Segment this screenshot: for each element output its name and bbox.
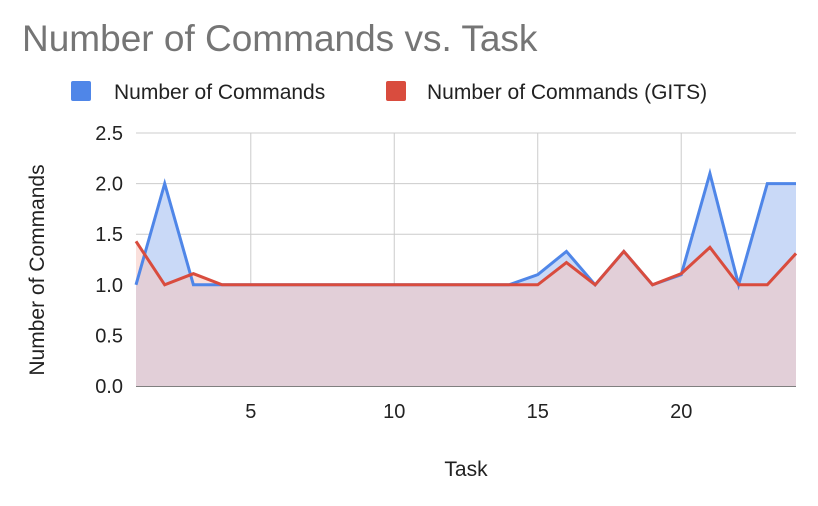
- y-axis-ticks: 0.0 0.5 1.0 1.5 2.0 2.5: [95, 123, 123, 398]
- legend-swatch-series-1: [71, 81, 91, 101]
- area-series-2: [136, 241, 796, 386]
- x-tick-label: 10: [383, 401, 405, 423]
- series-lines: [134, 167, 798, 291]
- line-series-2: [134, 240, 798, 287]
- y-tick-label: 0.0: [95, 376, 123, 398]
- legend-swatch-series-2: [386, 81, 406, 101]
- y-tick-label: 2.0: [95, 174, 123, 196]
- y-tick-label: 0.5: [95, 325, 123, 347]
- legend-label-series-2: Number of Commands (GITS): [427, 81, 707, 104]
- y-axis-title: Number of Commands: [26, 164, 49, 375]
- y-tick-label: 2.5: [95, 123, 123, 145]
- legend-label-series-1: Number of Commands: [114, 81, 325, 104]
- series-areas: [136, 173, 796, 386]
- y-tick-label: 1.5: [95, 224, 123, 246]
- chart-title: Number of Commands vs. Task: [22, 18, 538, 59]
- legend: Number of Commands Number of Commands (G…: [71, 81, 707, 104]
- x-tick-label: 5: [245, 401, 256, 423]
- x-tick-label: 15: [527, 401, 549, 423]
- y-tick-label: 1.0: [95, 275, 123, 297]
- x-axis-ticks: 5 10 15 20: [245, 401, 692, 423]
- x-axis-title: Task: [444, 458, 488, 481]
- x-tick-label: 20: [670, 401, 692, 423]
